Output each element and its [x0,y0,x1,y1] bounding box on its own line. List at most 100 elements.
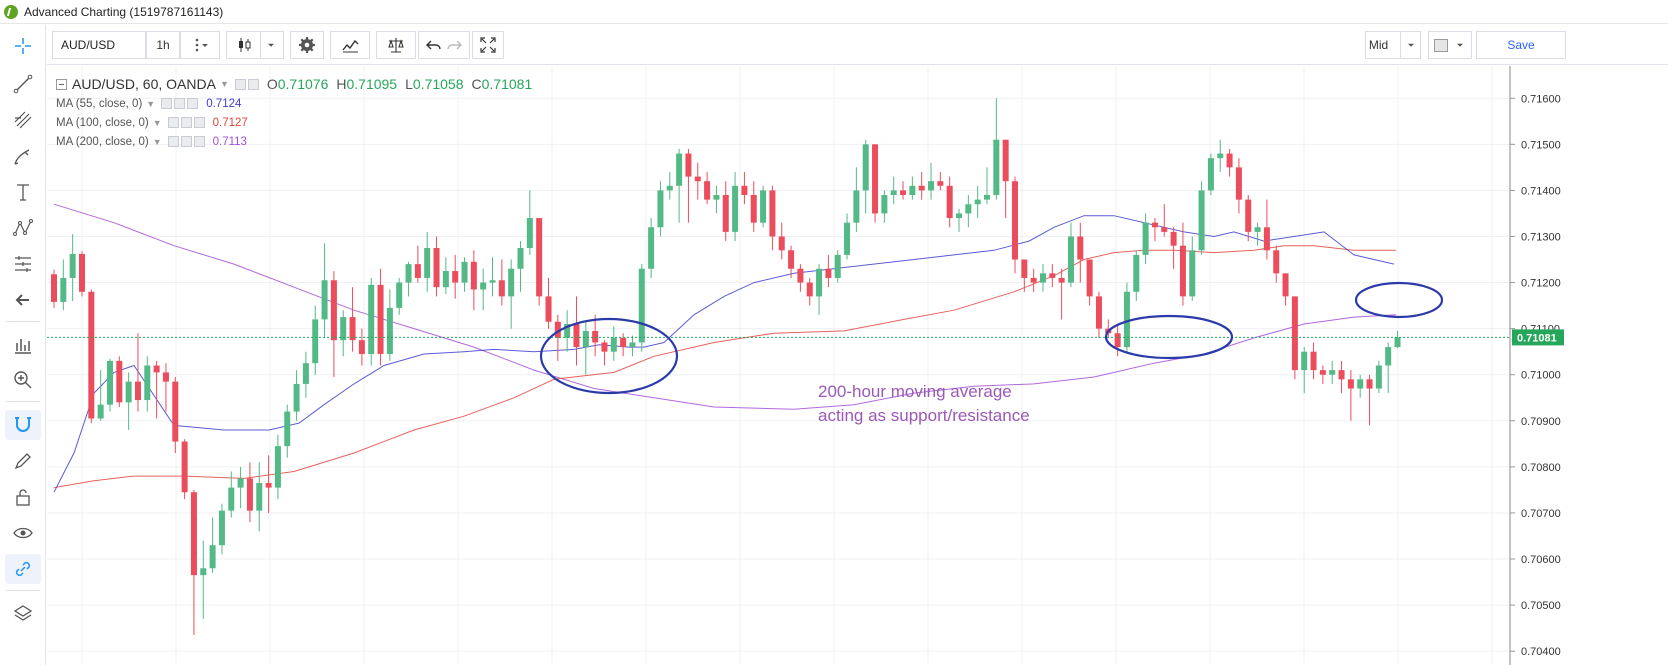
chevron-down-icon[interactable]: ▼ [152,136,162,147]
window-titlebar: Advanced Charting (1519787161143) [0,0,1668,24]
candle-down [685,153,692,177]
eye-icon[interactable] [167,117,179,128]
magnet-tool[interactable] [5,410,41,440]
series-title: AUD/USD, 60, OANDA [72,76,216,92]
chevron-down-icon [1457,43,1463,47]
arrow-left-icon [15,294,29,306]
candle-up [1039,273,1046,283]
candle-up [396,282,403,308]
candle-up [666,185,673,191]
candles-icon [238,38,250,52]
candle-up [1142,222,1149,255]
candle-up [489,280,496,283]
candle-down [51,274,57,302]
settings-button[interactable] [290,31,324,59]
stay-in-drawing-tool[interactable] [5,446,41,476]
eye-icon[interactable] [161,98,173,109]
candle-down [1030,277,1037,283]
low-value: 0.71058 [412,76,464,92]
price-source-dropdown[interactable]: Mid [1365,31,1421,59]
hide-drawings-tool[interactable] [5,518,41,548]
candle-down [694,176,701,182]
candle-up [144,365,151,401]
fib-tool[interactable] [5,105,41,135]
candle-up [582,330,589,348]
candle-down [806,282,813,297]
drawing-toolbar [0,25,46,665]
candle-up [1198,190,1205,251]
measure-tool[interactable] [5,249,41,279]
candle-down [1291,296,1298,371]
candle-down [78,253,85,292]
candle-down [937,181,944,186]
redo-icon[interactable] [444,35,464,55]
candle-up [69,253,76,278]
chevron-down-icon[interactable]: ▼ [152,117,162,128]
candle-down [265,482,272,488]
candle-up [60,277,67,302]
pattern-tool[interactable] [5,213,41,243]
fullscreen-button[interactable] [472,31,504,59]
back-tool[interactable] [5,285,41,315]
interval-button[interactable]: 1h [146,31,180,59]
zoom-tool[interactable] [5,365,41,395]
close-icon[interactable] [187,98,199,109]
candle-up [862,144,869,191]
pitchfork-icon [14,111,32,129]
indicators-button[interactable] [330,31,370,59]
ma55-value: 0.7124 [206,97,242,110]
trend-line-icon [13,74,33,94]
y-axis-tick-label: 0.71600 [1521,93,1561,105]
gear-icon[interactable] [180,117,192,128]
gear-icon[interactable] [174,98,186,109]
gear-icon[interactable] [247,78,259,90]
chevron-down-icon[interactable]: ▼ [146,98,156,109]
undo-icon[interactable] [424,35,444,55]
brush-tool[interactable] [5,141,41,171]
candle-down [134,381,141,401]
symbol-search-input[interactable]: AUD/USD [52,31,146,59]
save-button[interactable]: Save [1476,31,1566,59]
candle-down [1319,370,1326,375]
gear-icon[interactable] [180,136,192,147]
candle-down [172,381,179,442]
interval-dropdown[interactable] [180,31,220,59]
close-icon[interactable] [193,117,205,128]
eye-icon[interactable] [167,136,179,147]
candle-up [676,153,683,186]
candle-down [601,342,608,352]
candle-down [1021,259,1028,278]
object-tree-tool[interactable] [5,599,41,629]
chart-type-button[interactable] [226,31,284,59]
chart-area[interactable]: 0.71600 0.71500 0.71400 0.71300 0.71200 0.711… [47,66,1668,665]
lock-tool[interactable] [5,482,41,512]
candle-up [984,195,990,200]
candle-down [1170,231,1177,246]
chart-annotation[interactable]: 200-hour moving average acting as suppor… [818,380,1030,428]
ma55-label: MA (55, close, 0) [56,97,143,110]
trend-line-tool[interactable] [5,69,41,99]
layout-dropdown[interactable] [1428,31,1472,59]
text-tool[interactable] [5,177,41,207]
candlestick-chart[interactable]: 0.71600 0.71500 0.71400 0.71300 0.71200 0.711… [47,66,1668,665]
candle-down [1161,227,1168,232]
close-icon[interactable] [193,136,205,147]
brush-icon [14,149,30,165]
candle-down [153,365,160,373]
more-vertical-icon [195,38,208,52]
crosshair-tool[interactable] [5,31,41,61]
y-axis-tick-label: 0.70900 [1521,416,1561,428]
eye-icon[interactable] [234,78,246,90]
candle-down [620,337,627,348]
collapse-legend-icon[interactable] [56,78,67,90]
candle-up [508,268,515,297]
candle-down [1263,227,1270,251]
sync-drawings-tool[interactable] [5,554,41,584]
compare-button[interactable] [376,31,416,59]
pencil-icon [14,453,31,470]
chevron-down-icon[interactable]: ▼ [219,79,229,89]
indicators-icon [342,39,359,53]
long-position-tool[interactable] [5,330,41,360]
candle-down [246,478,253,511]
